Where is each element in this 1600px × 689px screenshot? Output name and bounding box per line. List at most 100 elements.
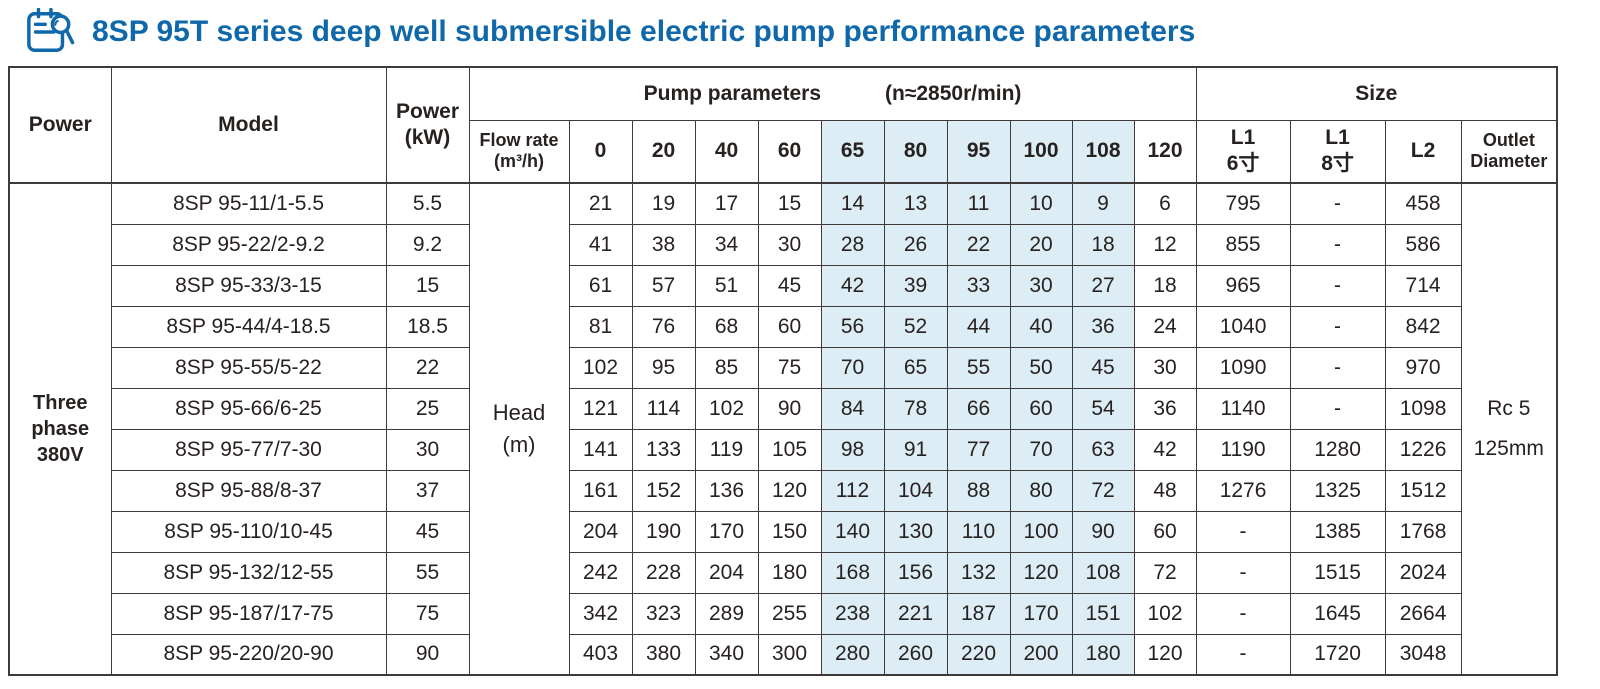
flow-column-header: 108 (1071, 119, 1135, 184)
l1-6in-cell: - (1195, 633, 1291, 676)
head-value-cell: 30 (1133, 346, 1197, 389)
head-value-cell: 238 (820, 592, 885, 635)
model-cell: 8SP 95-187/17-75 (110, 592, 387, 635)
model-cell: 8SP 95-33/3-15 (110, 264, 387, 307)
head-value-cell: 119 (694, 428, 759, 471)
head-value-cell: 120 (757, 469, 822, 512)
l2-cell: 1768 (1384, 510, 1462, 553)
head-value-cell: 200 (1009, 633, 1073, 676)
power-kw-column-header: Power (kW) (385, 66, 470, 184)
l2-cell: 2024 (1384, 551, 1462, 594)
head-value-cell: 151 (1071, 592, 1135, 635)
head-value-cell: 9 (1071, 182, 1135, 225)
l1-8in-cell: - (1289, 346, 1386, 389)
l1-6in-cell: - (1195, 510, 1291, 553)
head-value-cell: 220 (946, 633, 1011, 676)
outlet-diameter-cell: Rc 5 125mm (1460, 182, 1558, 676)
head-value-cell: 30 (1009, 264, 1073, 307)
head-value-cell: 340 (694, 633, 759, 676)
head-value-cell: 289 (694, 592, 759, 635)
head-value-cell: 56 (820, 305, 885, 348)
l1-6in-cell: - (1195, 592, 1291, 635)
page-title: 8SP 95T series deep well submersible ele… (92, 15, 1196, 48)
head-value-cell: 24 (1133, 305, 1197, 348)
head-value-cell: 102 (694, 387, 759, 430)
l1-6in-cell: 1276 (1195, 469, 1291, 512)
head-value-cell: 13 (883, 182, 948, 225)
table-header: Power Model Power (kW) Pump parameters (n… (8, 66, 1558, 184)
flow-column-header: 0 (568, 119, 633, 184)
table-row: 8SP 95-66/6-25 25 121 114 102 90 84 78 66 60 54 36 1… (9, 387, 1557, 430)
head-value-cell: 187 (946, 592, 1011, 635)
power-kw-cell: 55 (385, 551, 470, 594)
power-kw-cell: 75 (385, 592, 470, 635)
head-value-cell: 170 (1009, 592, 1073, 635)
l1-8in-cell: 1645 (1289, 592, 1386, 635)
flow-column-header: 120 (1133, 119, 1197, 184)
l2-cell: 970 (1384, 346, 1462, 389)
head-value-cell: 72 (1071, 469, 1135, 512)
head-value-cell: 18 (1133, 264, 1197, 307)
head-value-cell: 39 (883, 264, 948, 307)
l1-6in-cell: 795 (1195, 182, 1291, 225)
head-value-cell: 88 (946, 469, 1011, 512)
head-value-cell: 221 (883, 592, 948, 635)
table-row: 8SP 95-220/20-90 90 403 380 340 300 280 260 220 2… (9, 633, 1557, 676)
l2-cell: 714 (1384, 264, 1462, 307)
head-value-cell: 60 (1009, 387, 1073, 430)
l1-8in-cell: 1720 (1289, 633, 1386, 676)
head-value-cell: 38 (631, 223, 696, 266)
l2-cell: 586 (1384, 223, 1462, 266)
head-value-cell: 48 (1133, 469, 1197, 512)
clipboard-search-icon (24, 7, 76, 56)
head-value-cell: 133 (631, 428, 696, 471)
power-kw-cell: 37 (385, 469, 470, 512)
l1-8in-cell: 1385 (1289, 510, 1386, 553)
table-row: Three phase 380V 8SP 95-11/1-5.5 5.5 Head (… (8, 182, 1558, 676)
flow-column-header: 60 (757, 119, 822, 184)
pump-parameters-group-header: Pump parameters (n≈2850r/min) (468, 66, 1197, 121)
head-value-cell: 242 (568, 551, 633, 594)
head-value-cell: 403 (568, 633, 633, 676)
head-value-cell: 108 (1071, 551, 1135, 594)
head-value-cell: 152 (631, 469, 696, 512)
head-value-cell: 280 (820, 633, 885, 676)
head-value-cell: 132 (946, 551, 1011, 594)
head-value-cell: 260 (883, 633, 948, 676)
head-value-cell: 105 (757, 428, 822, 471)
head-value-cell: 10 (1009, 182, 1073, 225)
flow-column-header: 100 (1009, 119, 1073, 184)
head-value-cell: 78 (883, 387, 948, 430)
table-row: 8SP 95-187/17-75 75 342 323 289 255 238 221 187 1… (9, 592, 1557, 635)
head-value-cell: 104 (883, 469, 948, 512)
head-value-cell: 90 (1071, 510, 1135, 553)
head-value-cell: 28 (820, 223, 885, 266)
head-value-cell: 90 (757, 387, 822, 430)
head-value-cell: 51 (694, 264, 759, 307)
head-value-cell: 52 (883, 305, 948, 348)
power-kw-cell: 9.2 (385, 223, 470, 266)
flow-rate-header: Flow rate (m³/h) (468, 119, 570, 184)
head-value-cell: 323 (631, 592, 696, 635)
model-cell: 8SP 95-77/7-30 (110, 428, 387, 471)
head-value-cell: 57 (631, 264, 696, 307)
pump-performance-table: Power Model Power (kW) Pump parameters (n… (8, 66, 1559, 676)
power-kw-cell: 25 (385, 387, 470, 430)
l1-8in-cell: 1280 (1289, 428, 1386, 471)
head-value-cell: 34 (694, 223, 759, 266)
head-value-cell: 17 (694, 182, 759, 225)
pump-speed-label: (n≈2850r/min) (885, 81, 1022, 105)
head-value-cell: 168 (820, 551, 885, 594)
head-value-cell: 342 (568, 592, 633, 635)
head-value-cell: 75 (757, 346, 822, 389)
head-value-cell: 20 (1009, 223, 1073, 266)
header-row-columns: Flow rate (m³/h) 0 20 40 60 65 80 95 100… (9, 119, 1558, 184)
head-value-cell: 36 (1071, 305, 1135, 348)
table-row: 8SP 95-132/12-55 55 242 228 204 180 168 156 132 1… (9, 551, 1557, 594)
head-value-cell: 14 (820, 182, 885, 225)
l1-8in-cell: - (1289, 264, 1386, 307)
l1-8in-column-header: L1 8寸 (1289, 119, 1386, 184)
table-row: 8SP 95-22/2-9.2 9.2 41 38 34 30 28 26 22 20 18 12 85… (9, 223, 1557, 266)
head-value-cell: 33 (946, 264, 1011, 307)
